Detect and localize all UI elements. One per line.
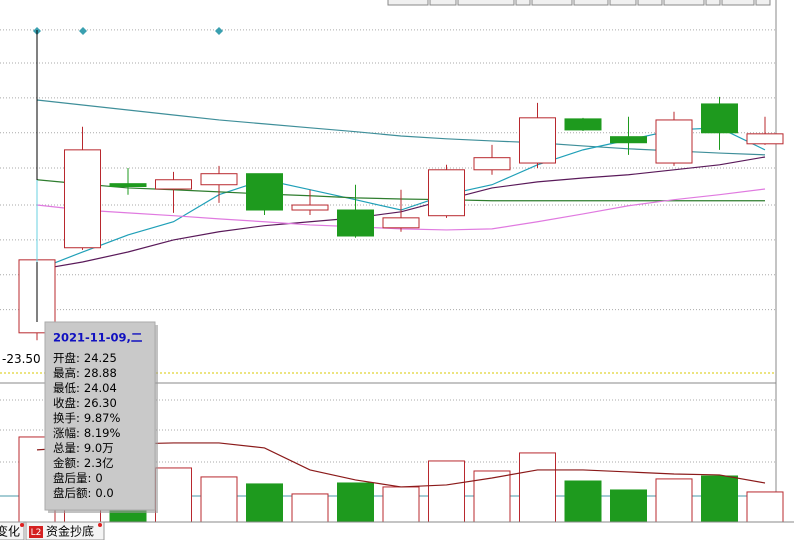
moving-average-line [36, 99, 766, 156]
tooltip-label: 开盘: [53, 351, 80, 365]
tooltip-row: 收盘: 26.30 [53, 396, 117, 410]
volume-bar [655, 478, 693, 523]
tooltip-label: 涨幅: [53, 426, 80, 440]
toolbar-button[interactable] [387, 0, 429, 6]
tooltip-label: 收盘: [53, 396, 80, 410]
candle-body [200, 173, 238, 186]
candle-body [382, 217, 420, 229]
tooltip-value: 28.88 [84, 366, 117, 380]
toolbar-button[interactable] [663, 0, 705, 6]
toolbar-button[interactable] [457, 0, 515, 6]
tab-badge-label: L2 [31, 528, 42, 538]
toolbar-button[interactable] [721, 0, 755, 6]
toolbar-button[interactable] [573, 0, 609, 6]
tooltip-row: 换手: 9.87% [53, 411, 120, 425]
tab[interactable] [25, 521, 105, 540]
tab-badge [29, 526, 43, 538]
candle-body [428, 169, 465, 217]
price-marker-label: -23.50 [2, 352, 41, 366]
tooltip-row: 涨幅: 8.19% [53, 426, 120, 440]
tooltip-label: 盘后额: [53, 486, 91, 500]
candle-body [701, 103, 738, 134]
tab[interactable] [0, 521, 25, 540]
volume-bar [337, 482, 374, 523]
volume-bar [473, 470, 511, 523]
volume-bar [246, 483, 283, 523]
volume-bar [701, 475, 738, 523]
tooltip-label: 最高: [53, 366, 80, 380]
tooltip-value: 9.87% [84, 411, 121, 425]
price-panel: -23.50 [0, 29, 784, 366]
tab-label: 变化 [0, 524, 20, 539]
tooltip-row: 盘后额: 0.0 [53, 486, 114, 500]
candle-body [746, 133, 784, 145]
candle-body [564, 118, 602, 131]
toolbar-button[interactable] [705, 0, 721, 6]
volume-bar [519, 452, 556, 523]
tooltip-row: 金额: 2.3亿 [53, 456, 114, 470]
toolbar-button[interactable] [755, 0, 771, 6]
tooltip-label: 盘后量: [53, 471, 91, 485]
tooltip-label: 总量: [53, 441, 80, 455]
volume-bar [746, 491, 784, 523]
event-markers [33, 27, 223, 35]
tooltip-label: 换手: [53, 411, 80, 425]
candle-body [519, 117, 556, 164]
tooltip-row: 最高: 28.88 [53, 366, 117, 380]
toolbar-button[interactable] [429, 0, 457, 6]
toolbar-button[interactable] [637, 0, 663, 6]
volume-bar [200, 476, 238, 523]
candle-body [246, 173, 283, 211]
tooltip-row: 最低: 24.04 [53, 381, 117, 395]
tab-dot [20, 523, 24, 527]
tooltip-value: 24.25 [84, 351, 117, 365]
toolbar-button[interactable] [515, 0, 531, 6]
volume-bar [155, 467, 192, 523]
volume-bar [610, 489, 647, 523]
volume-bar [382, 486, 420, 523]
tooltip-value: 0 [95, 471, 102, 485]
tooltip-label: 金额: [53, 456, 80, 470]
tooltip-value: 0.0 [95, 486, 113, 500]
event-marker[interactable] [79, 27, 87, 35]
volume-bar [428, 460, 465, 523]
candle-body [64, 149, 101, 249]
tooltip-value: 26.30 [84, 396, 117, 410]
candle-body [655, 119, 693, 164]
volume-bar [564, 480, 602, 523]
toolbar [387, 0, 771, 6]
tab-dot [98, 523, 102, 527]
tooltip-label: 最低: [53, 381, 80, 395]
candle-body [610, 136, 647, 144]
tooltip-value: 24.04 [84, 381, 117, 395]
candle-body [473, 157, 511, 171]
tab-label: 资金抄底 [46, 524, 94, 539]
toolbar-button[interactable] [609, 0, 637, 6]
candle-body [337, 209, 374, 237]
toolbar-button[interactable] [531, 0, 573, 6]
tooltip-value: 9.0万 [84, 441, 114, 455]
candle-body [109, 183, 147, 188]
tooltip-box [44, 321, 156, 511]
tooltip-date: 2021-11-09,二 [53, 331, 143, 345]
tab-bar: 变化 L2 资金抄底 [0, 521, 794, 540]
tooltip-row: 总量: 9.0万 [53, 441, 114, 455]
volume-average-line [36, 442, 766, 488]
tooltip-value: 2.3亿 [84, 456, 114, 470]
candle-body [291, 204, 329, 211]
volume-bar [291, 493, 329, 523]
tooltip-row: 盘后量: 0 [53, 471, 103, 485]
tooltip-row: 开盘: 24.25 [53, 351, 117, 365]
tooltip-rows: 开盘: 24.25 最高: 28.88 最低: 24.04 收盘: 26.30 换手: 9.87%… [53, 351, 120, 500]
tooltip-value: 8.19% [84, 426, 121, 440]
event-marker[interactable] [215, 27, 223, 35]
candle-body [155, 179, 192, 190]
